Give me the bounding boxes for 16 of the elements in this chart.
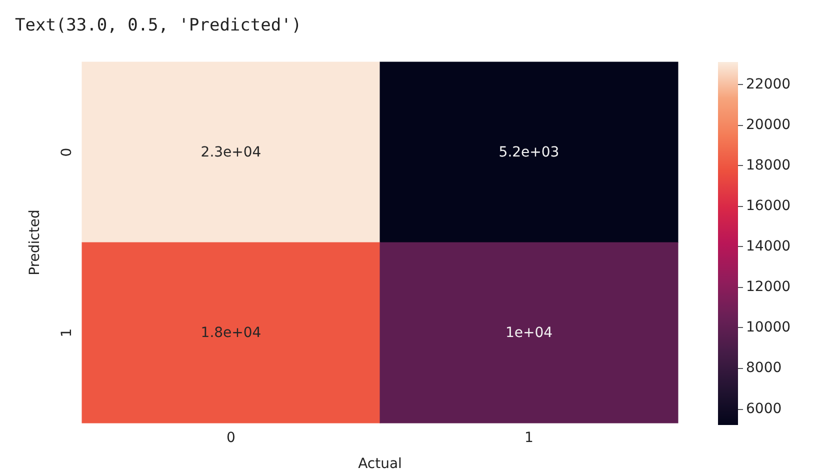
data-label: 1.8e+04 [200,324,262,341]
color-bar-label: 6000 [746,400,782,417]
color-bar-label: 18000 [746,157,791,174]
data-label: 1e+04 [505,324,553,341]
color-bar-label: 22000 [746,76,791,92]
color-bar-label: 20000 [746,116,791,133]
color-bar-label: 16000 [746,198,791,214]
color-bar-label: 14000 [746,238,791,255]
color-bar-label: 10000 [746,320,791,336]
chart-title: Text(33.0, 0.5, 'Predicted') [15,16,302,36]
y-axis-title: Predicted [27,210,43,276]
data-label: 5.2e+03 [498,144,560,160]
color-bar-label: 8000 [746,360,782,376]
color-bar-label: 12000 [746,279,791,296]
data-label: 2.3e+04 [200,144,262,160]
x-axis-title: Actual [358,456,402,472]
